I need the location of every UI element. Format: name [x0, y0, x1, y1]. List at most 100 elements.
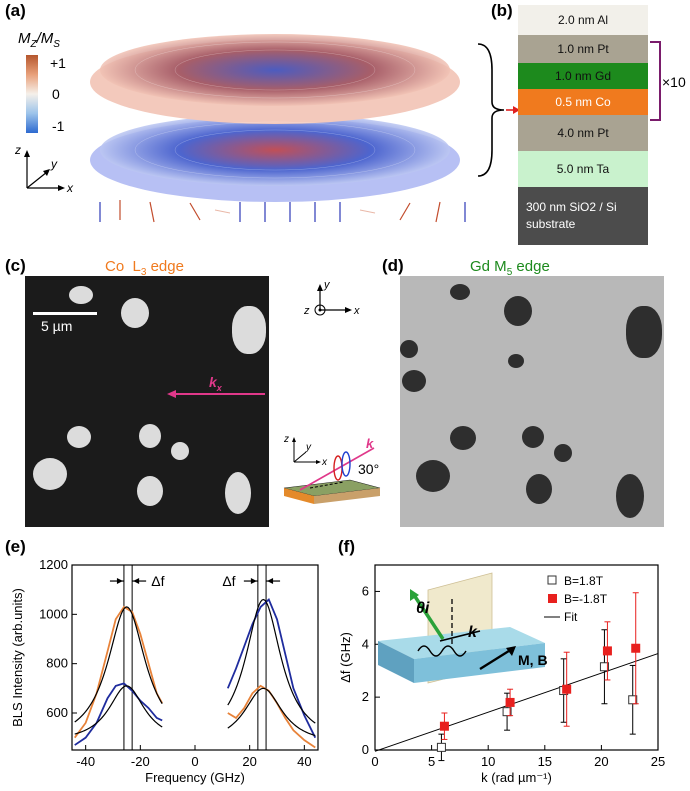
- inset-axis-y: y: [323, 280, 331, 291]
- y-tick-label-e-2: 1000: [39, 606, 68, 621]
- series-e-1-0: [74, 682, 163, 746]
- inset-axes-xyz: y z x: [303, 280, 360, 317]
- x-axis-label-f: k (rad µm⁻¹): [481, 770, 552, 785]
- panel-label-d: (d): [382, 256, 404, 275]
- layer-pt-top: 1.0 nm Pt: [518, 35, 648, 63]
- chart-e: -40 -20 0 20 40 600 800 1000 1200 Frequency (GHz)…: [10, 557, 319, 785]
- fit-curve-e-0: [74, 606, 163, 723]
- coordinate-axes-a: z y x: [15, 143, 74, 195]
- axis-z-a: z: [15, 143, 21, 157]
- x-axis-label-e: Frequency (GHz): [145, 770, 245, 785]
- point-f-1-2: [562, 684, 572, 694]
- y-tick-label-e-3: 1200: [39, 557, 68, 572]
- axis-y-a: y: [50, 157, 58, 171]
- legend-label-f-1: B=-1.8T: [564, 592, 608, 606]
- point-f-1-0: [439, 721, 449, 731]
- point-f-1-4: [631, 643, 641, 653]
- delta-label-e-0: Δf: [151, 573, 164, 589]
- y-tick-label-f-2: 4: [362, 636, 369, 651]
- x-tick-label-e-3: 20: [242, 754, 256, 769]
- layer-stack: 2.0 nm Al 1.0 nm Pt 1.0 nm Gd 0.5 nm Co …: [518, 5, 648, 245]
- series-e-1-1: [226, 598, 317, 739]
- inset-slab-top: [378, 627, 545, 659]
- panel-label-f: (f): [338, 537, 355, 556]
- point-f-0-0: [436, 742, 446, 752]
- point-f-0-3: [599, 662, 609, 672]
- inset-slab-side: [378, 641, 414, 683]
- y-axis-label-e: BLS Intensity (arb.units): [10, 588, 25, 727]
- geo-k: k: [366, 436, 374, 451]
- legend-label-f-2: Fit: [564, 610, 578, 624]
- colorbar-title: MZ/MS: [18, 30, 60, 50]
- legend-marker-f-0: [547, 575, 557, 585]
- kx-label: kx: [209, 374, 222, 393]
- x-tick-label-f-0: 0: [371, 754, 378, 769]
- y-tick-label-f-3: 6: [362, 583, 369, 598]
- layer-al: 2.0 nm Al: [518, 5, 648, 35]
- colorbar-tick-plus1: +1: [50, 55, 66, 71]
- inset-mb-label: M, B: [518, 652, 548, 668]
- axis-x-a: x: [66, 181, 74, 195]
- colorbar: [26, 55, 38, 133]
- inset-k-arrow: [439, 630, 481, 642]
- inset-spin-wave: [417, 645, 467, 657]
- fit-line-f: [374, 653, 659, 752]
- delta-arrowhead-left-e-0: [116, 578, 123, 585]
- inset-mb-arrow: [479, 647, 513, 671]
- x-tick-label-e-4: 40: [297, 754, 311, 769]
- panel-c-title: Co L3 edge: [105, 258, 184, 278]
- y-tick-label-e-1: 800: [46, 656, 68, 671]
- inset-axis-x: x: [353, 305, 360, 317]
- scale-bar-label: 5 µm: [41, 318, 73, 334]
- plot-frame-f: [374, 564, 659, 751]
- x-tick-label-e-0: -40: [76, 754, 95, 769]
- inset-beam-arrow: [410, 589, 419, 601]
- panel-d-title: Gd M5 edge: [470, 258, 550, 278]
- bracket-connector: [477, 43, 520, 177]
- layer-ta: 5.0 nm Ta: [518, 151, 648, 187]
- y-axis-label-f: Δf (GHz): [338, 632, 353, 683]
- panel-label-b: (b): [491, 1, 513, 20]
- colorbar-tick-minus1: -1: [52, 118, 65, 134]
- delta-label-e-1: Δf: [222, 573, 235, 589]
- legend-label-f-0: B=1.8T: [564, 574, 604, 588]
- layer-co: 0.5 nm Co: [518, 89, 648, 115]
- x-tick-label-e-1: -20: [131, 754, 150, 769]
- x-tick-label-f-2: 10: [481, 754, 495, 769]
- fit-curve-e-3: [227, 687, 316, 737]
- panel-label-e: (e): [5, 537, 26, 556]
- legend-marker-f-1: [548, 594, 557, 603]
- inset-axis-z: z: [303, 305, 310, 317]
- substrate-label: 300 nm SiO2 / Si substrate: [526, 200, 617, 231]
- layer-gd: 1.0 nm Gd: [518, 63, 648, 89]
- y-tick-label-f-1: 2: [362, 689, 369, 704]
- layer-substrate: 300 nm SiO2 / Si substrate: [518, 187, 648, 245]
- chart-f: 0 5 10 15 20 25 0 2 4 6 k (rad µm⁻¹) Δf (GHz) θi k M, …: [338, 564, 665, 785]
- inset-incident-beam: [412, 594, 445, 640]
- x-tick-label-f-4: 20: [594, 754, 608, 769]
- scale-bar-line: [33, 312, 97, 315]
- geo-y: y: [305, 442, 312, 453]
- inset-geometry: z y x k 30°: [283, 434, 381, 504]
- delta-arrowhead-left-e-1: [250, 578, 257, 585]
- repeat-label: ×10: [662, 74, 686, 90]
- geo-z: z: [283, 434, 289, 445]
- inset-mb-arrowhead: [506, 646, 516, 656]
- co-xmcd-image: 5 µm kx: [25, 276, 269, 527]
- x-tick-label-f-3: 15: [538, 754, 552, 769]
- geo-x: x: [321, 457, 328, 468]
- point-f-1-3: [602, 646, 612, 656]
- y-tick-label-e-0: 600: [46, 705, 68, 720]
- panel-label-c: (c): [5, 256, 26, 275]
- geo-angle: 30°: [358, 461, 379, 477]
- point-f-0-1: [502, 707, 512, 717]
- inset-theta-label: θi: [416, 600, 430, 617]
- panel-label-a: (a): [5, 1, 26, 20]
- kx-arrow: [167, 390, 265, 398]
- fit-curve-e-2: [74, 685, 163, 735]
- inset-k-label: k: [468, 624, 478, 641]
- series-e-0-0: [74, 605, 163, 739]
- x-tick-label-f-1: 5: [428, 754, 435, 769]
- delta-arrowhead-right-e-0: [133, 578, 140, 585]
- skyrmion-visualization: [90, 34, 466, 223]
